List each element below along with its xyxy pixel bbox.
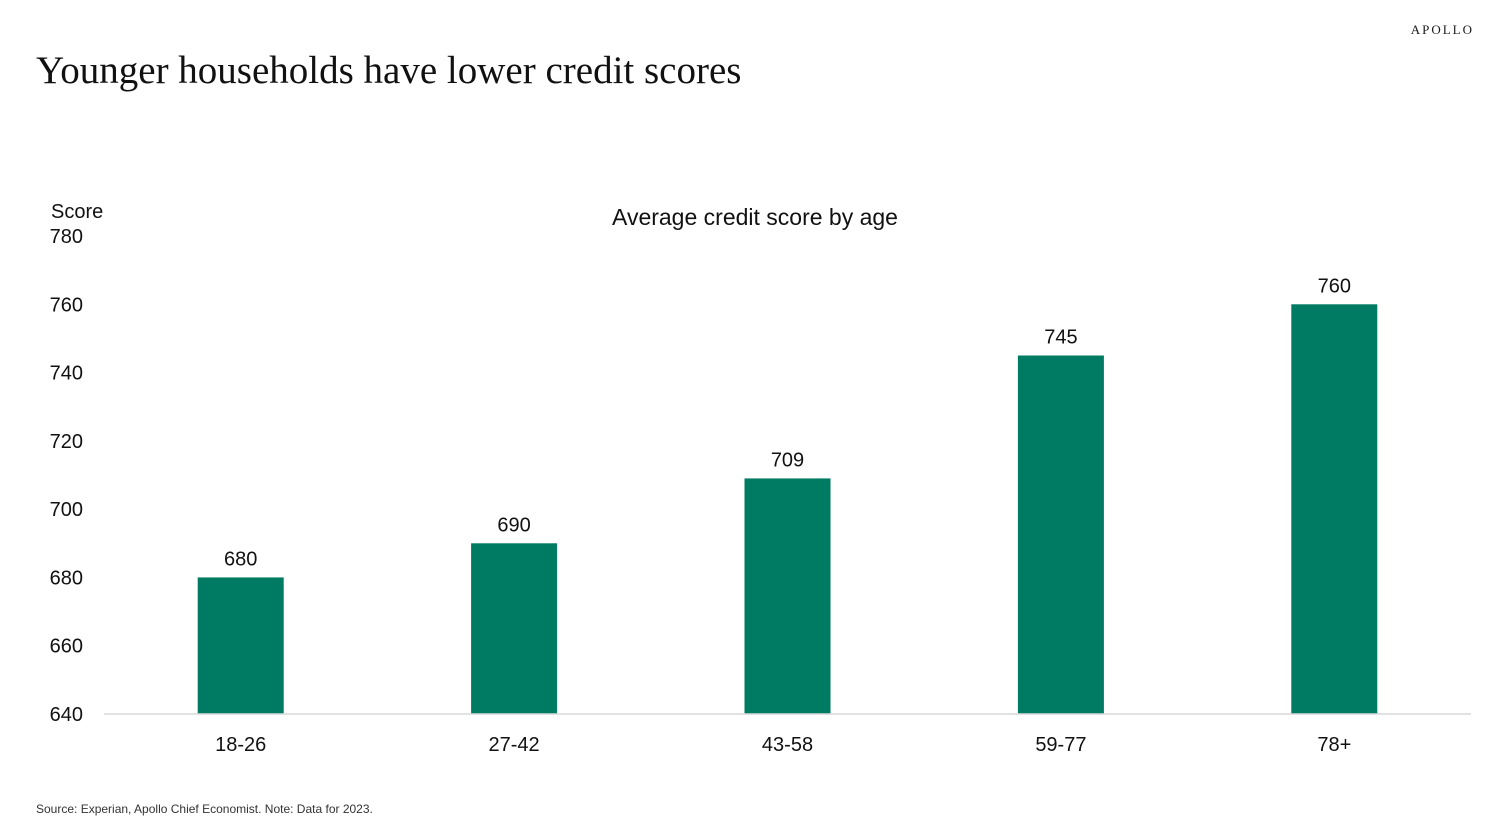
y-tick-label: 740 (50, 363, 83, 385)
x-tick-label: 78+ (1317, 734, 1351, 756)
y-tick-label: 700 (50, 499, 83, 521)
bar (744, 478, 831, 714)
x-tick-label: 59-77 (1035, 734, 1086, 756)
data-label: 760 (1318, 275, 1351, 297)
page-title: Younger households have lower credit sco… (36, 49, 742, 92)
y-axis-label: Score (51, 201, 103, 223)
x-tick-label: 18-26 (215, 734, 266, 756)
y-tick-label: 680 (50, 567, 83, 589)
y-tick-label: 760 (50, 294, 83, 316)
data-label: 709 (771, 449, 804, 471)
chart-title: Average credit score by age (612, 204, 898, 230)
y-tick-label: 640 (50, 704, 83, 726)
bar (197, 577, 284, 714)
brand-logo: APOLLO (1410, 22, 1474, 37)
x-axis-ticks: 18-26 27-42 43-58 59-77 78+ (215, 734, 1351, 756)
data-label: 690 (497, 514, 530, 536)
data-label: 680 (224, 548, 257, 570)
bars (197, 304, 1378, 714)
source-note: Source: Experian, Apollo Chief Economist… (36, 802, 373, 816)
data-labels: 680 690 709 745 760 (224, 275, 1351, 570)
y-tick-label: 660 (50, 636, 83, 658)
x-tick-label: 27-42 (489, 734, 540, 756)
bar (471, 543, 558, 714)
y-tick-label: 780 (50, 226, 83, 248)
data-label: 745 (1044, 327, 1077, 349)
y-axis-ticks: 640 660 680 700 720 740 760 780 (50, 226, 83, 726)
bar (1291, 304, 1378, 714)
bar (1017, 355, 1104, 714)
x-tick-label: 43-58 (762, 734, 813, 756)
y-tick-label: 720 (50, 431, 83, 453)
